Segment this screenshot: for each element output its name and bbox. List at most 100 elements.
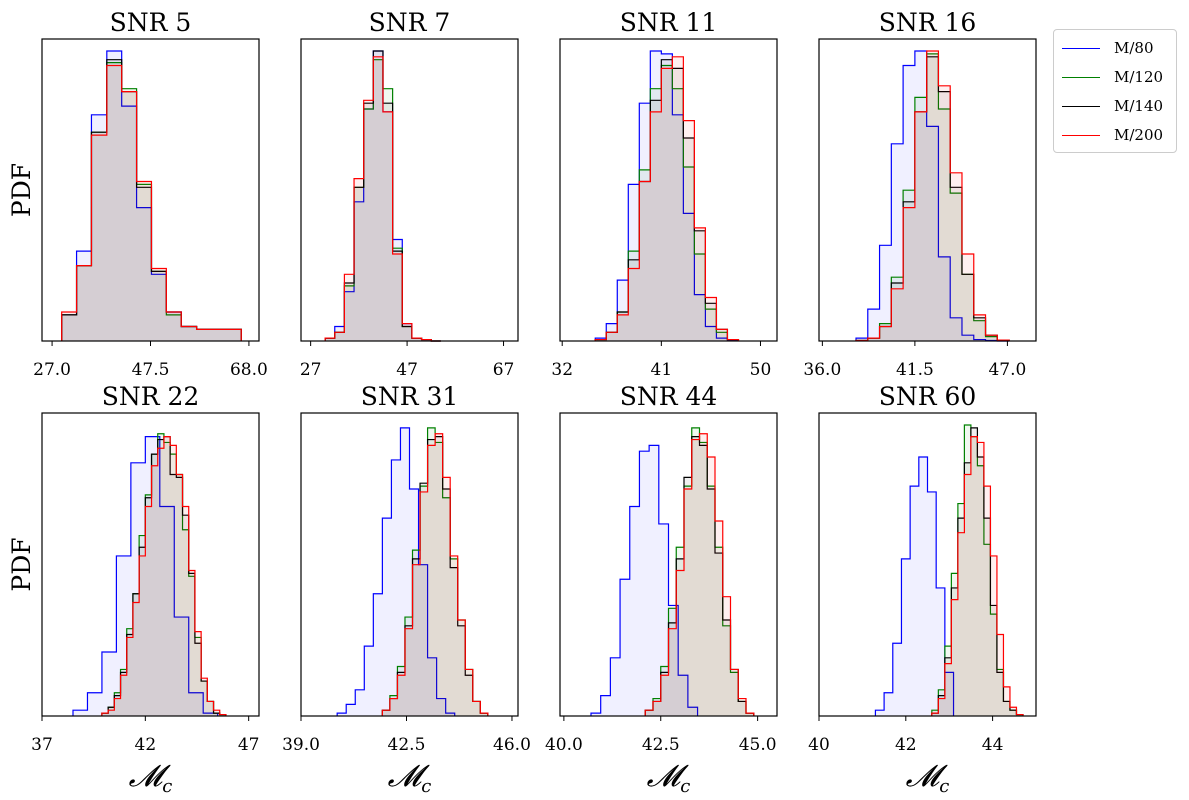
hist-series-m-80 (590, 444, 699, 716)
x-tick-label: 40 (808, 735, 830, 755)
axes-frame (559, 412, 778, 717)
x-axis-label-subscript: c (421, 776, 431, 797)
legend-swatch-blue (1062, 47, 1100, 49)
hist-fill-m-80 (337, 427, 455, 716)
x-tick-label: 42.5 (642, 735, 680, 755)
subplot-title: SNR 31 (361, 382, 459, 411)
hist-series-m-80 (72, 436, 219, 716)
hist-series-m-200 (644, 433, 755, 716)
hist-fill-m-140 (382, 436, 488, 716)
x-tick-label: 32 (551, 360, 573, 380)
hist-fill-m-140 (101, 436, 226, 716)
hist-fill-m-200 (645, 433, 754, 716)
x-tick-label: 47.5 (132, 360, 170, 380)
x-tick-label: 42 (135, 735, 157, 755)
x-axis-label: 𝓜c (129, 759, 173, 797)
subplot-title: SNR 5 (110, 8, 192, 37)
legend-entry-m140: M/140 (1062, 94, 1163, 118)
hist-fill-m-80 (591, 445, 698, 716)
x-tick-label: 44 (982, 735, 1004, 755)
subplot-title: SNR 7 (369, 8, 451, 37)
x-tick-label: 40.0 (545, 735, 583, 755)
x-tick-label: 27.0 (33, 360, 71, 380)
legend-swatch-black (1062, 105, 1100, 107)
subplot-title: SNR 11 (620, 8, 718, 37)
x-axis-label-subscript: c (939, 776, 949, 797)
axes-frame (300, 412, 519, 717)
axes-frame (818, 38, 1037, 342)
subplot-6: 39.0 42.5 46.0 SNR 31 𝓜c (282, 382, 531, 797)
hist-fill-m-120 (595, 65, 739, 341)
y-axis-label: PDF (7, 163, 36, 217)
x-tick-label: 47.0 (988, 360, 1026, 380)
legend-swatch-green (1062, 76, 1100, 78)
x-axis-label: 𝓜c (647, 759, 691, 797)
hist-series-m-200 (381, 433, 489, 716)
x-axis-label: 𝓜c (388, 759, 432, 797)
x-tick-label: 37 (31, 735, 53, 755)
axes-frame (818, 412, 1037, 717)
hist-series-m-200 (61, 64, 242, 341)
hist-fill-m-200 (101, 436, 226, 716)
hist-series-m-200 (324, 56, 441, 342)
hist-fill-m-80 (856, 51, 1010, 341)
hist-series-m-200 (855, 50, 1010, 342)
hist-series-m-80 (874, 456, 955, 716)
x-axis-label-subscript: c (680, 776, 690, 797)
hist-fill-m-80 (875, 457, 954, 716)
x-tick-label: 67 (493, 360, 515, 380)
hist-fill-m-120 (931, 425, 1023, 716)
subplot-title: SNR 16 (879, 8, 977, 37)
x-tick-label: 27 (300, 360, 322, 380)
legend-label: M/120 (1114, 68, 1164, 86)
x-tick-label: 68.0 (230, 360, 268, 380)
x-tick-label: 50 (750, 360, 772, 380)
x-tick-label: 47 (396, 360, 418, 380)
legend-entry-m200: M/200 (1062, 123, 1163, 147)
subplot-title: SNR 44 (620, 382, 718, 411)
hist-fill-m-120 (382, 427, 488, 716)
hist-fill-m-140 (856, 56, 1010, 342)
hist-series-m-80 (336, 427, 456, 716)
hist-fill-m-140 (595, 59, 739, 341)
hist-fill-m-200 (856, 51, 1010, 341)
hist-series-m-200 (931, 436, 1024, 716)
legend-entry-m80: M/80 (1062, 36, 1154, 60)
subplot-title: SNR 22 (102, 382, 200, 411)
legend-entry-m120: M/120 (1062, 65, 1163, 89)
legend-box: M/80 M/120 M/140 M/200 (1053, 29, 1177, 153)
x-tick-label: 41 (651, 360, 673, 380)
x-tick-label: 46.0 (493, 735, 531, 755)
subplot-4: 36.0 41.5 47.0 SNR 16 (803, 8, 1037, 380)
legend-swatch-red (1062, 134, 1100, 136)
subplot-8: 40 42 44 SNR 60 𝓜c (808, 382, 1037, 797)
hist-fill-m-200 (931, 436, 1023, 716)
x-tick-label: 42 (895, 735, 917, 755)
hist-fill-m-140 (931, 427, 1023, 716)
x-axis-label: 𝓜c (906, 759, 950, 797)
hist-fill-m-200 (382, 433, 488, 716)
legend-label: M/200 (1114, 126, 1164, 144)
x-tick-label: 36.0 (803, 360, 841, 380)
subplot-1: 27.0 47.5 68.0 SNR 5 PDF (7, 8, 268, 380)
x-tick-label: 39.0 (282, 735, 320, 755)
axes-frame (300, 38, 519, 342)
x-axis-label-subscript: c (162, 776, 172, 797)
legend-label: M/140 (1114, 97, 1164, 115)
hist-fill-m-140 (645, 436, 754, 716)
subplot-title: SNR 60 (879, 382, 977, 411)
subplot-3: 32 41 50 SNR 11 (551, 8, 778, 380)
x-tick-label: 47 (238, 735, 260, 755)
axes-frame (559, 38, 778, 342)
hist-fill-m-120 (645, 427, 754, 716)
hist-fill-m-80 (73, 436, 218, 716)
y-axis-label: PDF (7, 537, 36, 591)
hist-series-m-200 (594, 56, 740, 341)
axes-frame (41, 412, 260, 717)
hist-fill-m-140 (61, 59, 242, 341)
x-tick-label: 42.5 (388, 735, 426, 755)
hist-fill-m-120 (856, 53, 1010, 342)
subplot-2: 27 47 67 SNR 7 (300, 8, 519, 380)
hist-series-m-200 (101, 436, 227, 716)
